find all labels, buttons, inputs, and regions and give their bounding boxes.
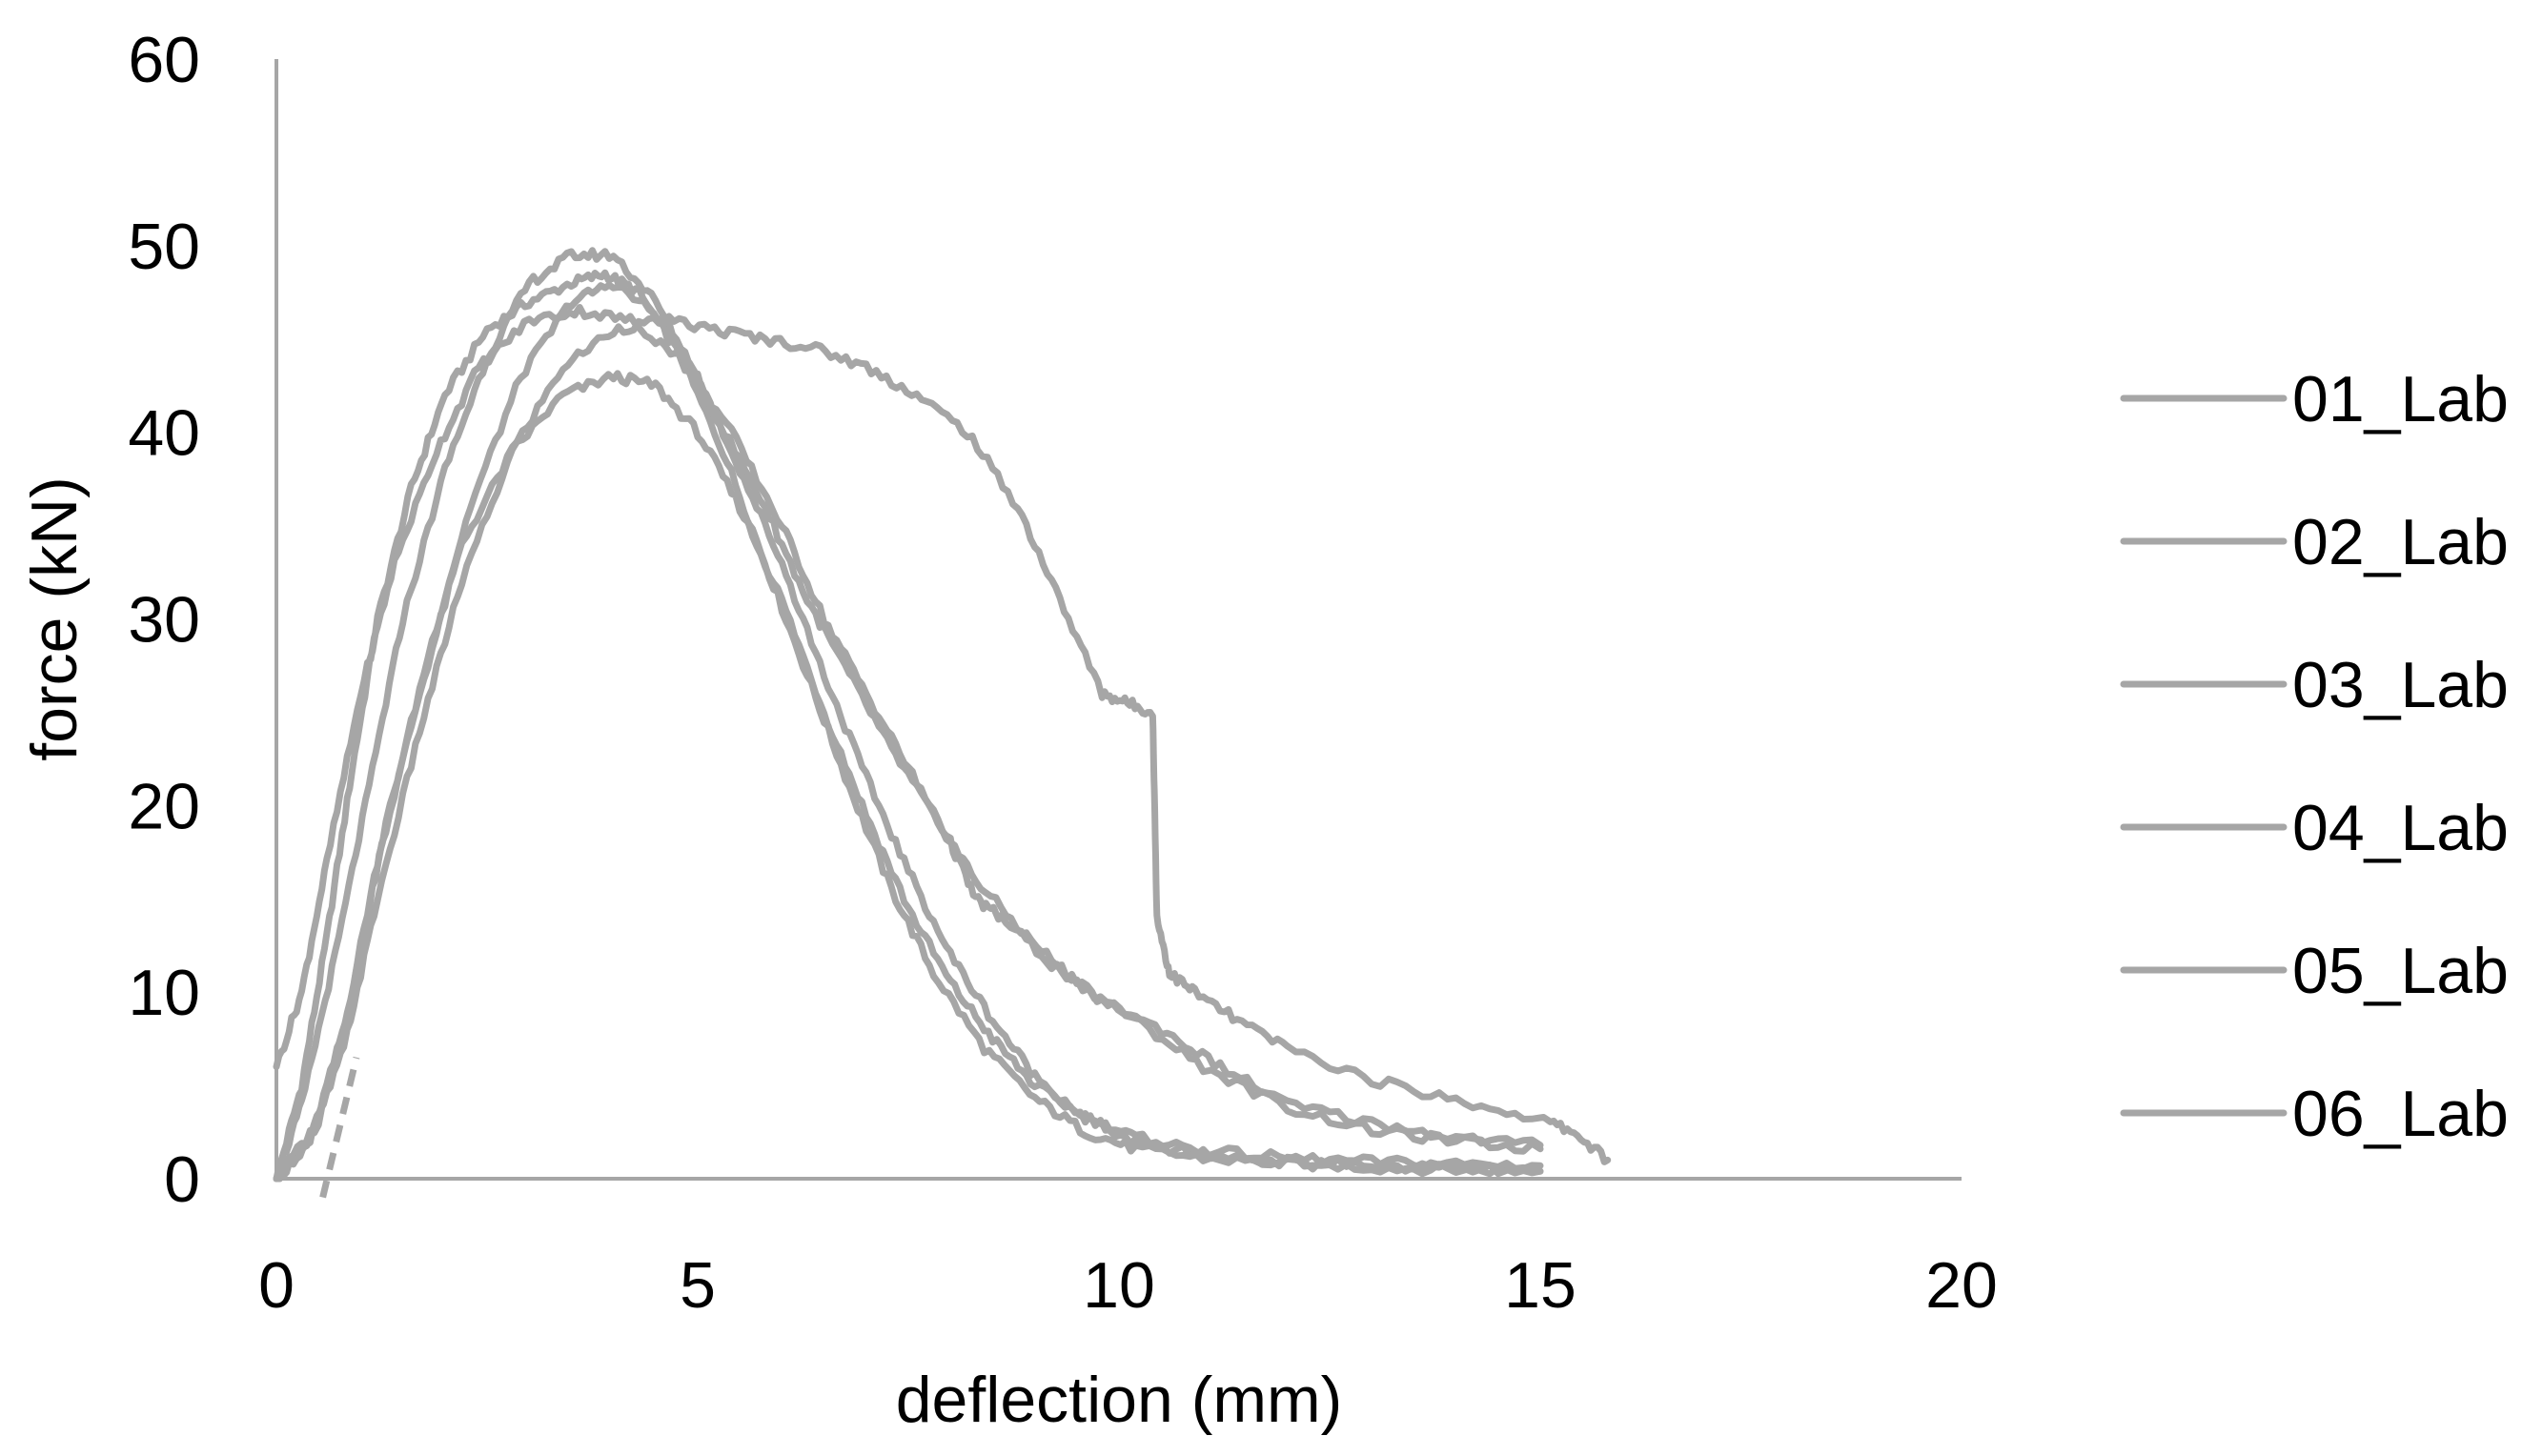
axes bbox=[275, 59, 1962, 1181]
legend-label: 04_Lab bbox=[2292, 792, 2509, 864]
y-tick-label: 50 bbox=[128, 211, 200, 283]
legend-label: 05_Lab bbox=[2292, 935, 2509, 1007]
legend-entry: 05_Lab bbox=[2120, 935, 2509, 1007]
legend-entry: 06_Lab bbox=[2120, 1078, 2509, 1150]
y-tick-label: 60 bbox=[128, 24, 200, 96]
dashed-origin-segment bbox=[319, 1056, 360, 1199]
y-tick-label: 40 bbox=[128, 397, 200, 470]
legend-entry: 03_Lab bbox=[2120, 649, 2509, 721]
y-tick-label: 30 bbox=[128, 584, 200, 657]
x-tick-label: 10 bbox=[1083, 1249, 1155, 1322]
legend-label: 06_Lab bbox=[2292, 1078, 2509, 1150]
y-tick-label: 10 bbox=[128, 957, 200, 1029]
series-line-05_Lab bbox=[273, 247, 1544, 1183]
legend-label: 01_Lab bbox=[2292, 363, 2509, 435]
series-line-04_Lab bbox=[273, 304, 1544, 1149]
y-tick-label: 0 bbox=[164, 1143, 200, 1216]
y-axis-title: force (kN) bbox=[18, 476, 91, 760]
legend-entry: 01_Lab bbox=[2120, 363, 2509, 435]
legend: 01_Lab 02_Lab 03_Lab 04_Lab 05_Lab 06_Lab bbox=[2120, 363, 2509, 1150]
legend-entry: 04_Lab bbox=[2120, 792, 2509, 864]
overlay-marks bbox=[319, 1056, 360, 1199]
x-tick-labels: 0 5 10 15 20 bbox=[258, 1249, 1998, 1322]
series-line-06_Lab bbox=[273, 313, 1612, 1183]
legend-entry: 02_Lab bbox=[2120, 506, 2509, 578]
series-line-03_Lab bbox=[273, 281, 1544, 1183]
y-tick-label: 20 bbox=[128, 770, 200, 842]
x-axis-title: deflection (mm) bbox=[896, 1364, 1343, 1436]
series-lines bbox=[273, 247, 1612, 1183]
x-tick-label: 20 bbox=[1925, 1249, 1998, 1322]
x-tick-label: 0 bbox=[258, 1249, 295, 1322]
x-tick-label: 5 bbox=[680, 1249, 716, 1322]
legend-label: 02_Lab bbox=[2292, 506, 2509, 578]
x-tick-label: 15 bbox=[1504, 1249, 1576, 1322]
legend-label: 03_Lab bbox=[2292, 649, 2509, 721]
y-tick-labels: 0 10 20 30 40 50 60 bbox=[128, 24, 200, 1216]
